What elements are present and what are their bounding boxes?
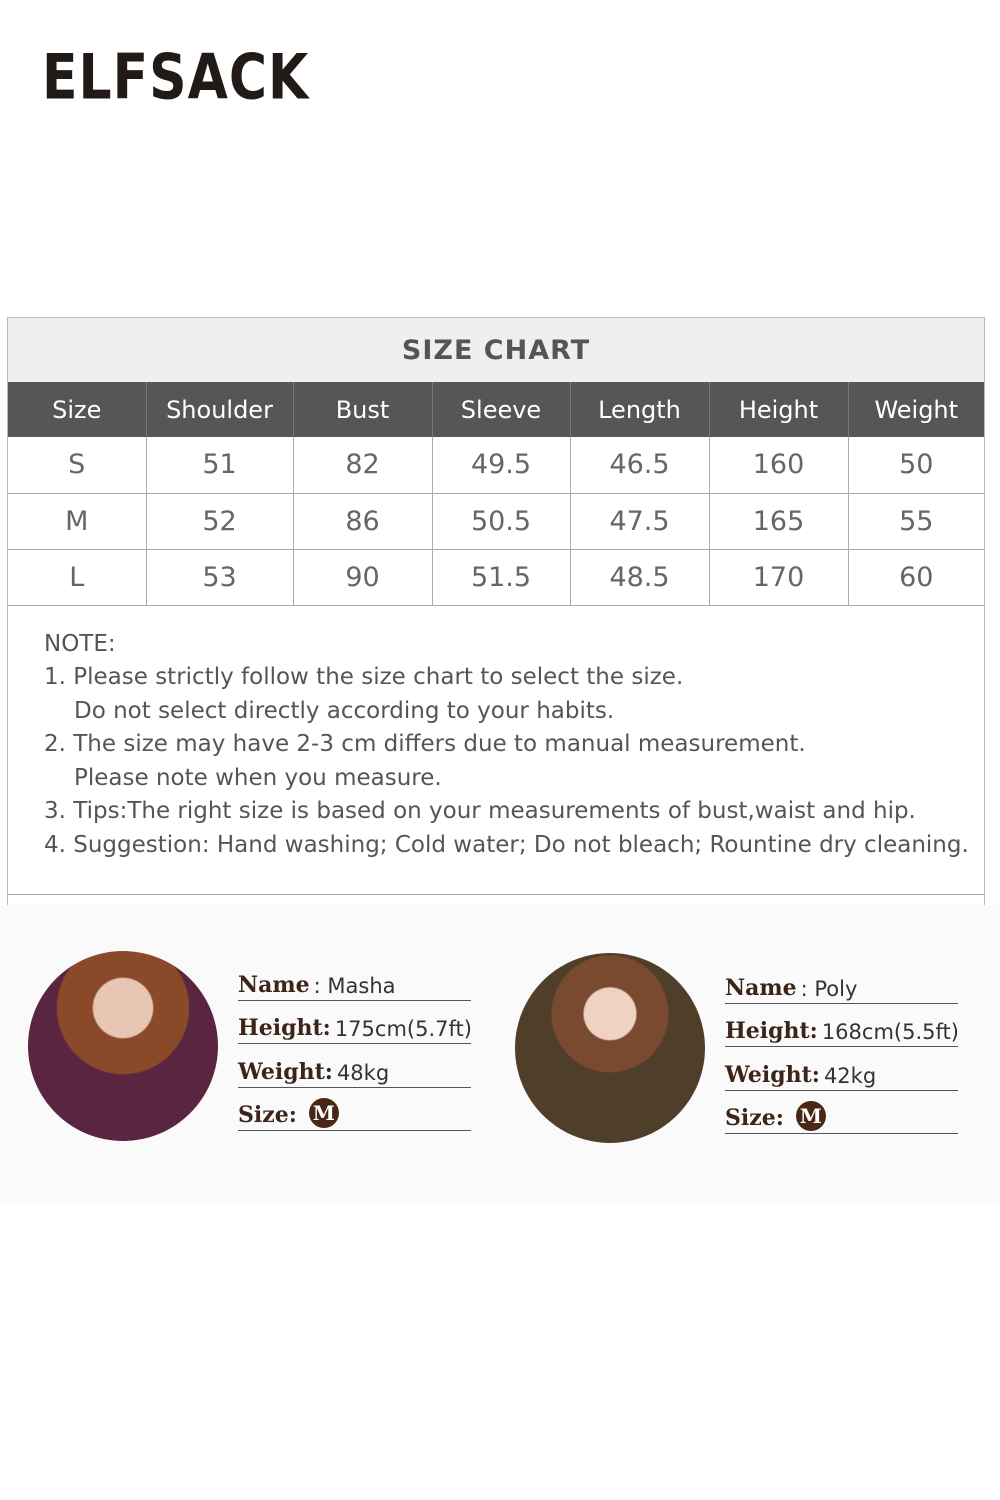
cell: 49.5 [432, 437, 571, 494]
size-chart-title: SIZE CHART [8, 318, 984, 382]
table-header: Size Shoulder Bust Sleeve Length Height … [8, 382, 984, 437]
model-size: Size: M [238, 1088, 471, 1131]
header-cell: Weight [848, 382, 984, 437]
cell: 47.5 [570, 493, 710, 550]
header-cell: Bust [293, 382, 433, 437]
model-height: Height: 168cm(5.5ft) [725, 1004, 959, 1047]
cell: 86 [293, 493, 433, 550]
model-height: Height: 175cm(5.7ft) [238, 1001, 472, 1044]
cell: 82 [293, 437, 433, 494]
note-line: 2. The size may have 2-3 cm differs due … [44, 731, 806, 757]
model-photo [28, 951, 218, 1141]
cell: 60 [848, 549, 984, 606]
model-name: Name: Masha [238, 957, 471, 1001]
model-size: Size: M [725, 1091, 958, 1134]
cell: S [8, 437, 147, 494]
cell: 48.5 [570, 549, 710, 606]
cell: 50.5 [432, 493, 571, 550]
size-chart: SIZE CHART Size Shoulder Bust Sleeve Len… [7, 317, 985, 905]
note-title: NOTE: [44, 630, 116, 657]
cell: 51 [146, 437, 294, 494]
cell: M [8, 493, 147, 550]
header-cell: Height [709, 382, 849, 437]
note-line: Please note when you measure. [74, 764, 442, 791]
cell: 46.5 [570, 437, 710, 494]
table-row: L 53 90 51.5 48.5 170 60 [8, 549, 984, 606]
cell: 165 [709, 493, 849, 550]
note-line: 3. Tips:The right size is based on your … [44, 798, 916, 824]
cell: 53 [146, 549, 294, 606]
table-row: S 51 82 49.5 46.5 160 50 [8, 437, 984, 494]
notes-section: NOTE: 1. Please strictly follow the size… [8, 606, 984, 895]
header-cell: Shoulder [146, 382, 294, 437]
cell: 50 [848, 437, 984, 494]
cell: 55 [848, 493, 984, 550]
cell: 170 [709, 549, 849, 606]
size-table: Size Shoulder Bust Sleeve Length Height … [8, 382, 984, 606]
model-info-section: Name: Masha Height: 175cm(5.7ft) Weight: 4… [0, 905, 1000, 1205]
header-cell: Length [570, 382, 710, 437]
model-name: Name: Poly [725, 960, 958, 1004]
size-badge: M [795, 1101, 826, 1131]
model-card: Name: Poly Height: 168cm(5.5ft) Weight: 42… [725, 960, 959, 1134]
note-line: Do not select directly according to your… [74, 697, 615, 724]
model-photo [515, 953, 705, 1143]
model-card: Name: Masha Height: 175cm(5.7ft) Weight: 4… [238, 957, 472, 1131]
header-cell: Sleeve [432, 382, 571, 437]
cell: 90 [293, 549, 433, 606]
size-badge: M [308, 1098, 339, 1128]
note-line: 4. Suggestion: Hand washing; Cold water;… [44, 831, 969, 858]
cell: 51.5 [432, 549, 571, 606]
brand-logo: ELFSACK [42, 42, 310, 114]
note-line: 1. Please strictly follow the size chart… [44, 664, 684, 690]
cell: 160 [709, 437, 849, 494]
cell: L [8, 549, 147, 606]
model-weight: Weight: 48kg [238, 1044, 471, 1088]
model-weight: Weight: 42kg [725, 1047, 958, 1091]
header-cell: Size [8, 382, 147, 437]
cell: 52 [146, 493, 294, 550]
table-row: M 52 86 50.5 47.5 165 55 [8, 493, 984, 550]
